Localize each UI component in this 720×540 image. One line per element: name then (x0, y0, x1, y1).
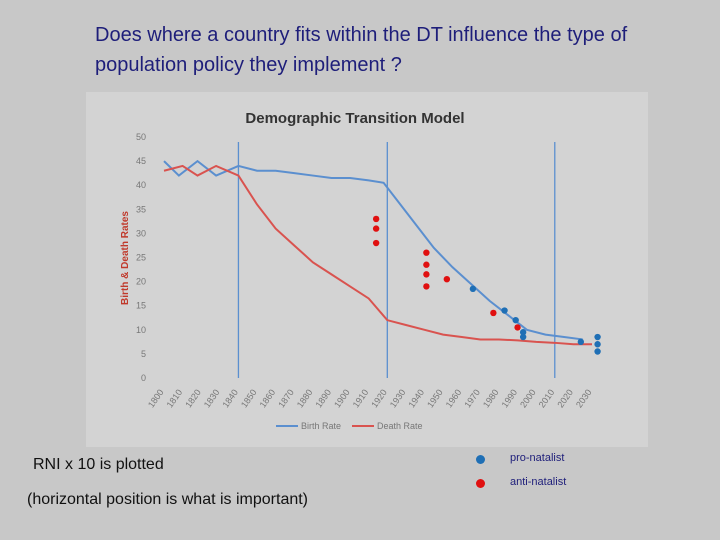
pro-natalist-point (519, 333, 527, 341)
anti-natalist-point (372, 239, 380, 247)
pro-natalist-label: pro-natalist (510, 452, 565, 464)
pro-natalist-point (594, 348, 601, 355)
y-tick-label: 0 (141, 373, 146, 383)
slide-title: Does where a country fits within the DT … (95, 24, 628, 76)
anti-natalist-point (372, 215, 380, 223)
birth-rate-legend-label: Birth Rate (301, 421, 341, 431)
y-tick-label: 50 (136, 132, 146, 142)
y-tick-label: 35 (136, 204, 146, 214)
y-tick-label: 30 (136, 228, 146, 238)
y-tick-label: 25 (136, 253, 146, 263)
death-rate-legend-label: Death Rate (377, 421, 423, 431)
y-tick-label: 40 (136, 180, 146, 190)
rni-note: RNI x 10 is plotted (33, 456, 164, 473)
y-tick-label: 5 (141, 349, 146, 359)
death-rate-line (163, 164, 592, 346)
pro-natalist-point (577, 338, 585, 346)
anti-natalist-point (423, 261, 430, 268)
anti-natalist-point (423, 283, 430, 290)
y-axis-label: Birth & Death Rates (120, 211, 131, 305)
pro-natalist-point (594, 341, 601, 348)
pro-natalist-dot (476, 455, 485, 464)
anti-natalist-point (490, 309, 497, 317)
anti-natalist-point (443, 275, 451, 283)
pro-natalist-point (519, 329, 527, 336)
y-tick-label: 20 (136, 277, 146, 287)
pro-natalist-point (512, 316, 519, 324)
anti-natalist-point (423, 271, 430, 278)
anti-natalist-dot (476, 479, 485, 488)
anti-natalist-point (514, 324, 521, 331)
anti-natalist-point (423, 249, 430, 256)
pro-natalist-point (501, 307, 508, 314)
position-note: (horizontal position is what is importan… (27, 491, 309, 508)
y-tick-label: 10 (136, 325, 146, 335)
anti-natalist-point (372, 225, 380, 232)
pro-natalist-point (594, 333, 601, 341)
anti-natalist-label: anti-natalist (510, 476, 567, 488)
y-tick-label: 45 (136, 156, 146, 166)
pro-natalist-point (469, 285, 477, 293)
chart-title: Demographic Transition Model (245, 110, 464, 127)
birth-rate-line (163, 159, 583, 341)
y-tick-label: 15 (136, 301, 146, 311)
